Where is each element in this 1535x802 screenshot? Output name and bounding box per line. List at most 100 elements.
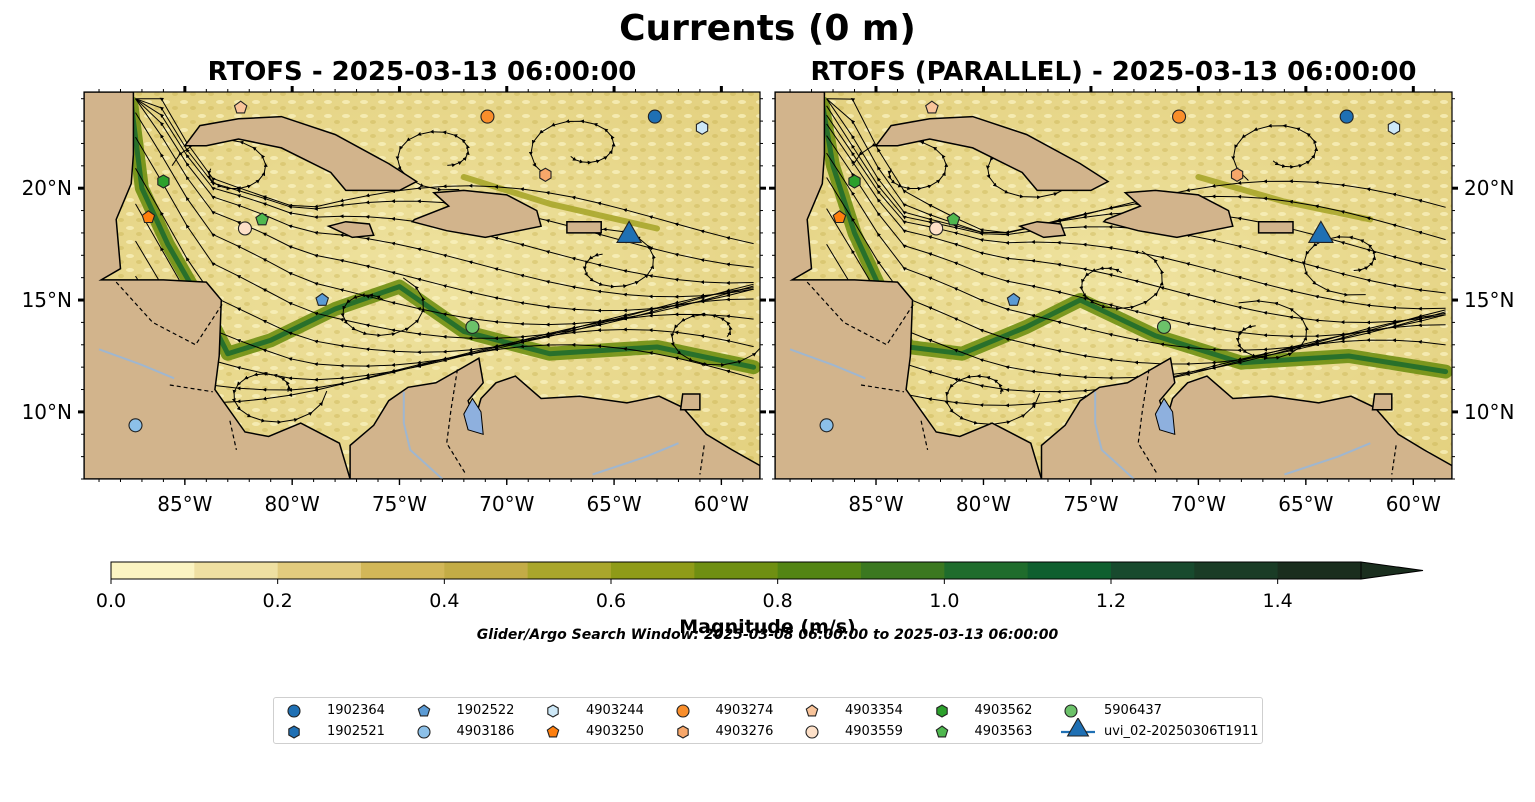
legend-item-label: 4903562 [974,703,1033,718]
legend-marker-icon [805,725,819,739]
legend-item-label: 5906437 [1104,703,1162,718]
legend-item-4903274: 4903274 [671,702,791,720]
land-puertorico [1257,220,1294,234]
colorbar-segment [527,562,612,579]
colorbar-tick-label: 0.4 [429,590,459,612]
marker-1902522 [315,292,330,306]
marker-4903250 [141,210,156,224]
legend-pentagon-icon [935,725,948,738]
legend-item-4903244: 4903244 [541,702,661,720]
land-central [775,92,1043,479]
x-tick-label: 65°W [586,492,641,516]
marker-4903563 [946,212,961,226]
colorbar-segment [277,562,362,579]
streamline [528,119,616,177]
legend-marker-icon [935,704,948,718]
marker-4903276 [1230,167,1244,182]
search-window-note: Glider/Argo Search Window: 2025-03-08 06… [476,627,1059,643]
country-border [446,369,467,475]
colorbar-segment [1027,562,1112,579]
colorbar-frame [110,561,1362,580]
y-tick-label-right: 10°N [1464,400,1514,424]
colorbar-segment [861,562,945,579]
lake-maracaibo [1154,397,1176,435]
legend-item-5906437: 5906437 [1059,702,1179,720]
legend-triangle-icon [1066,718,1090,737]
colorbar-segment [944,562,1029,579]
marker-4903186 [128,418,143,433]
legend-marker-icon [1064,704,1078,718]
legend-marker-icon [287,704,301,718]
legend-item-4903276: 4903276 [671,723,791,741]
legend-circle-icon [675,704,690,718]
land-trinidad [679,393,701,411]
marker-layer-rtofs [128,100,709,433]
y-tick-label-right: 20°N [1464,176,1514,200]
marker-4903354 [925,100,939,114]
legend-item-label: 4903250 [586,724,644,739]
legend-hexagon-icon [288,725,300,739]
colorbar-tick-label: 0.0 [96,590,126,612]
colorbar: 0.0 0.2 0.4 0.6 0.8 1.0 1.2 1.4 [96,561,1424,612]
colorbar-segment [611,562,695,579]
land-trinidad [1371,393,1393,411]
legend-item-1902521: 1902521 [282,723,402,741]
land-central [84,92,351,479]
colorbar-tick-label: 0.8 [763,590,793,612]
streamline [1301,234,1377,297]
x-tick-label: 85°W [157,492,212,516]
legend-item-uvi_02-20250306T1911: uvi_02-20250306T1911 [1059,718,1269,741]
marker-4903562 [848,174,861,189]
marker-4903559 [237,221,253,236]
marker-1902364 [1339,109,1354,124]
land-hispaniola [1102,189,1234,239]
colorbar-segment [361,562,445,579]
country-border [806,281,916,346]
marker-uvi_02-20250306T1911 [1307,220,1334,243]
country-border [1137,369,1159,475]
map-frame [774,91,1453,480]
country-border [169,384,213,393]
land-cuba [183,115,419,192]
map-panel-rtofs: 85°W 80°W 75°W 70°W 65°W 60°W 20°N 15°N 10°N [22,86,766,516]
legend-item-label: 4903274 [715,703,774,718]
legend-item-4903186: 4903186 [412,723,532,741]
legend-marker-icon [1061,718,1095,737]
colorbar-segment [194,562,279,579]
y-tick-label-left: 15°N [22,288,72,312]
x-tick-label: 80°W [265,492,320,516]
legend-item-1902364: 1902364 [282,702,402,720]
map-panel-rtofs-parallel: 85°W 80°W 75°W 70°W 65°W 60°W 20°N 15°N 10°N [769,86,1514,516]
colorbar-tick-label: 1.0 [929,590,959,612]
legend-item-label: 1902522 [456,703,515,718]
x-tick-label: 70°W [479,492,534,516]
x-tick-label: 80°W [956,492,1011,516]
country-border [920,420,929,451]
land-jamaica [1017,220,1067,239]
land-southam [1040,357,1452,479]
legend-circle-icon [805,725,819,739]
legend-item-label: 4903186 [456,724,515,739]
streamline [340,277,426,338]
colorbar-tick-label: 1.4 [1263,590,1293,612]
legend-pentagon-icon [417,704,430,717]
colorbar-segment [1194,562,1279,579]
marker-layer-rtofs-parallel [819,100,1401,433]
x-tick-label: 75°W [1063,492,1118,516]
y-tick-label-left: 20°N [22,176,72,200]
river [1284,442,1371,476]
legend-marker-icon [935,725,948,738]
legend-item-4903563: 4903563 [930,723,1050,741]
legend-item-4903250: 4903250 [541,723,661,741]
legend-hexagon-icon [676,725,689,739]
marker-4903274 [1172,109,1187,124]
colorbar-segment [777,562,862,579]
legend-pentagon-icon [546,725,560,738]
legend-marker-icon [805,704,819,717]
streamline [231,371,328,425]
map-axes-rtofs-parallel: 85°W 80°W 75°W 70°W 65°W 60°W 20°N 15°N 10°N [769,86,1514,516]
colorbar-extend-arrow [1360,561,1424,580]
marker-5906437 [465,319,480,334]
colorbar-tick-label: 1.2 [1096,590,1126,612]
land-puertorico [566,220,602,234]
